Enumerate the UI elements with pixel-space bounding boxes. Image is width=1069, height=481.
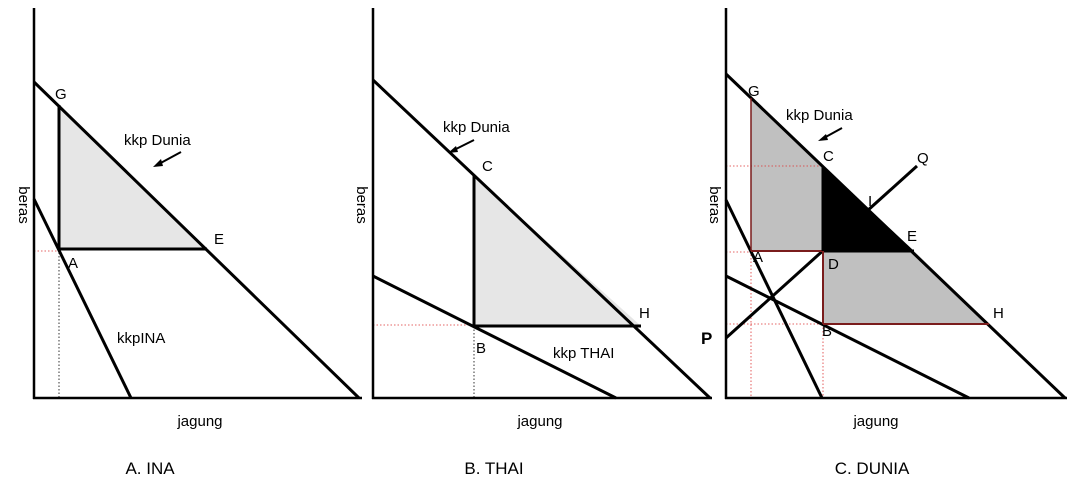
y-axis-label: beras bbox=[15, 186, 32, 224]
point-c: C bbox=[823, 148, 834, 165]
y-axis-label: beras bbox=[706, 186, 723, 224]
point-d: D bbox=[828, 256, 839, 273]
point-g: G bbox=[55, 86, 67, 103]
point-e: E bbox=[907, 228, 917, 245]
point-g: G bbox=[748, 83, 760, 100]
x-axis-label: jagung bbox=[516, 413, 562, 430]
panel-thai: C B H kkp Dunia kkp THAI beras jagung B.… bbox=[353, 8, 712, 478]
thai-ppf-line bbox=[725, 274, 970, 400]
world-ppf-line bbox=[32, 80, 361, 400]
region-gca-grey bbox=[751, 98, 823, 251]
country-ppf-line bbox=[372, 274, 617, 400]
point-p: P bbox=[701, 329, 712, 348]
panel-dunia: G kkp Dunia C Q I E A D H B P beras jagu… bbox=[701, 8, 1067, 478]
point-q: Q bbox=[917, 150, 929, 167]
world-ppf-line bbox=[371, 78, 712, 400]
country-ppf-line bbox=[32, 198, 133, 399]
point-b: B bbox=[822, 323, 832, 340]
point-a: A bbox=[68, 255, 78, 272]
panel-caption: B. THAI bbox=[464, 459, 523, 478]
country-ppf-label: kkp THAI bbox=[553, 345, 614, 362]
point-h: H bbox=[639, 305, 650, 322]
point-e: E bbox=[214, 231, 224, 248]
region-dhb-grey bbox=[823, 251, 989, 324]
x-axis-label: jagung bbox=[852, 413, 898, 430]
point-b: B bbox=[476, 340, 486, 357]
panel-ina: G A E kkp Dunia kkpINA beras jagung A. I… bbox=[15, 8, 362, 478]
country-ppf-label: kkpINA bbox=[117, 330, 165, 347]
panel-caption: A. INA bbox=[125, 459, 175, 478]
arrow-head bbox=[153, 159, 163, 167]
point-h: H bbox=[993, 305, 1004, 322]
arrow-head bbox=[448, 146, 458, 153]
x-axis-label: jagung bbox=[176, 413, 222, 430]
point-i: I bbox=[868, 193, 872, 210]
world-ppf-label: kkp Dunia bbox=[124, 132, 191, 149]
y-axis-label: beras bbox=[353, 186, 370, 224]
world-ppf-label: kkp Dunia bbox=[786, 107, 853, 124]
point-a: A bbox=[753, 249, 763, 266]
world-ppf-label: kkp Dunia bbox=[443, 119, 510, 136]
point-c: C bbox=[482, 158, 493, 175]
arrow-head bbox=[818, 134, 828, 141]
world-ppf-line bbox=[724, 72, 1067, 400]
panel-caption: C. DUNIA bbox=[835, 459, 910, 478]
